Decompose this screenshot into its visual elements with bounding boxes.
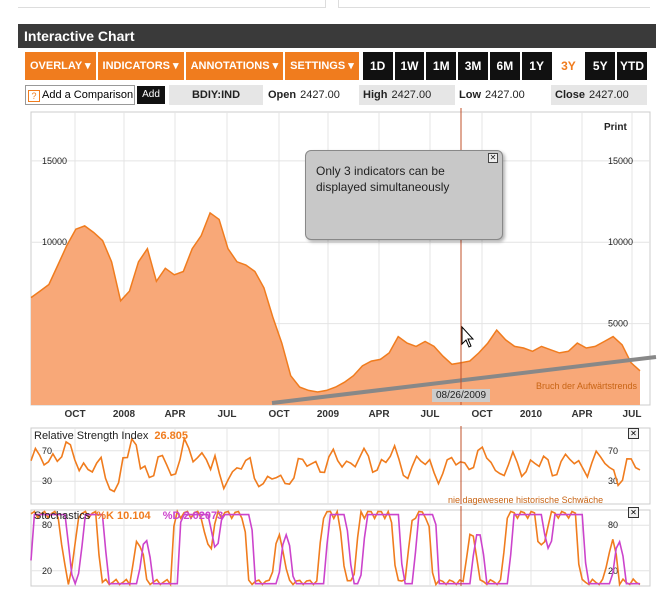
rsi-tick-right: 30 [608, 476, 618, 486]
close-icon[interactable]: ✕ [488, 153, 498, 163]
range-5y-button[interactable]: 5Y [585, 52, 616, 80]
price-line [30, 211, 641, 393]
ticker-symbol: BDIY:IND [169, 85, 263, 105]
stochastics-close-icon[interactable]: ✕ [628, 507, 639, 518]
quote-infobar: ? Add a Comparison Add BDIY:IND Open 2427.… [25, 85, 647, 105]
x-tick-label: OCT [268, 409, 289, 420]
rsi-close-icon[interactable]: ✕ [628, 428, 639, 439]
trend-line [271, 355, 657, 405]
stochastics-tick-left: 80 [42, 520, 52, 530]
high-quote: High 2427.00 [359, 85, 455, 105]
chart-toolbar: OVERLAY ▾ INDICATORS ▾ ANNOTATIONS ▾ SET… [25, 52, 647, 80]
popup-message: Only 3 indicators can be displayed simul… [316, 164, 450, 194]
x-tick-label: OCT [64, 409, 85, 420]
print-link[interactable]: Print [604, 122, 627, 133]
stochastics-d-line [30, 513, 640, 587]
x-tick-label: JUL [421, 409, 440, 420]
x-tick-label: 2010 [520, 409, 543, 420]
indicators-menu[interactable]: INDICATORS ▾ [97, 52, 184, 80]
add-button[interactable]: Add [137, 86, 165, 104]
y-tick-label-left: 10000 [42, 237, 67, 247]
x-tick-label: APR [164, 409, 186, 420]
x-tick-label: JUL [218, 409, 237, 420]
range-1y-button[interactable]: 1Y [521, 52, 552, 80]
rsi-tick-right: 70 [608, 446, 618, 456]
stochastics-tick-left: 20 [42, 566, 52, 576]
x-tick-label: OCT [471, 409, 492, 420]
crosshair-date-label: 08/26/2009 [432, 389, 490, 402]
range-ytd-button[interactable]: YTD [617, 52, 647, 80]
x-tick-label: APR [368, 409, 390, 420]
stochastics-background [30, 509, 651, 587]
trend-annotation: Bruch der Aufwärtstrends [536, 381, 638, 391]
x-tick-label: APR [571, 409, 593, 420]
annotations-menu[interactable]: ANNOTATIONS ▾ [185, 52, 284, 80]
stochastics-header: Stochastics %K 10.104 %D 2.02073 [34, 510, 224, 522]
open-quote: Open 2427.00 [268, 85, 358, 105]
window-title: Interactive Chart [18, 24, 656, 48]
indicator-limit-popup: ✕ Only 3 indicators can be displayed sim… [305, 150, 503, 240]
settings-menu[interactable]: SETTINGS ▾ [285, 52, 359, 80]
y-tick-label-right: 15000 [608, 156, 633, 166]
rsi-annotation: nie dagewesene historische Schwäche [448, 495, 604, 505]
range-3y-button[interactable]: 3Y [553, 52, 584, 80]
rsi-header: Relative Strength Index 26.805 [34, 430, 189, 442]
range-1w-button[interactable]: 1W [394, 52, 425, 80]
stochastics-tick-right: 80 [608, 520, 618, 530]
rsi-line [30, 435, 641, 493]
range-1d-button[interactable]: 1D [362, 52, 393, 80]
y-tick-label-right: 5000 [608, 319, 628, 329]
close-quote: Close 2427.00 [551, 85, 647, 105]
range-3m-button[interactable]: 3M [458, 52, 488, 80]
cursor-icon [461, 325, 475, 348]
range-6m-button[interactable]: 6M [489, 52, 520, 80]
low-quote: Low 2427.00 [459, 85, 549, 105]
rsi-tick-left: 70 [42, 446, 52, 456]
rsi-tick-left: 30 [42, 476, 52, 486]
rsi-chart[interactable]: 30 30 70 70 [0, 426, 672, 506]
page-top-lines [0, 0, 672, 14]
price-area [31, 212, 640, 405]
x-tick-label: JUL [623, 409, 642, 420]
range-1m-button[interactable]: 1M [426, 52, 457, 80]
y-tick-label-right: 10000 [608, 237, 633, 247]
help-icon[interactable]: ? [28, 90, 40, 102]
y-tick-label-left: 15000 [42, 156, 67, 166]
x-tick-label: 2009 [317, 409, 340, 420]
add-comparison-field[interactable]: ? Add a Comparison [25, 85, 135, 105]
x-tick-label: 2008 [113, 409, 136, 420]
overlay-menu[interactable]: OVERLAY ▾ [25, 52, 96, 80]
